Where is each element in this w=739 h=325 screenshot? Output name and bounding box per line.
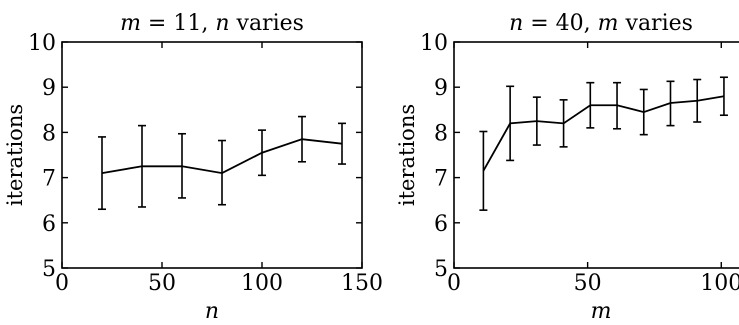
y-tick-label: 5 [434, 257, 448, 282]
chart-title-part: = 11, [141, 11, 215, 36]
chart-title-part: = 40, [523, 11, 597, 36]
y-tick-label: 8 [42, 121, 56, 146]
y-axis-label: iterations [395, 104, 419, 206]
series-line [101, 138, 343, 175]
y-tick-label: 9 [42, 76, 56, 101]
x-tick-label: 100 [700, 271, 739, 296]
chart-title-part: varies [230, 11, 304, 36]
x-axis-label: n [205, 299, 219, 324]
x-tick-label: 0 [55, 271, 69, 296]
x-tick-label: 150 [341, 271, 383, 296]
x-axis-label: m [591, 299, 612, 324]
y-axis-label: iterations [3, 104, 27, 206]
y-tick-label: 9 [434, 76, 448, 101]
x-tick-label: 100 [241, 271, 283, 296]
y-tick-label: 5 [42, 257, 56, 282]
chart-title-part: n [215, 11, 229, 36]
y-tick-label: 7 [42, 167, 56, 192]
x-tick-label: 50 [574, 271, 602, 296]
plot-frame [453, 41, 739, 269]
x-tick-label: 0 [447, 271, 461, 296]
y-tick-label: 8 [434, 121, 448, 146]
chart-title-part: varies [619, 11, 693, 36]
y-tick-label: 6 [42, 212, 56, 237]
chart-title-part: m [120, 11, 141, 36]
y-tick-label: 10 [28, 31, 56, 56]
plot-frame [61, 41, 363, 269]
y-tick-label: 10 [420, 31, 448, 56]
y-tick-label: 6 [434, 212, 448, 237]
chart-title: n = 40, m varies [509, 11, 693, 36]
chart-title-part: m [598, 11, 619, 36]
series-line [482, 95, 725, 172]
chart-title-part: n [509, 11, 523, 36]
chart-title: m = 11, n varies [120, 11, 304, 36]
x-tick-label: 50 [148, 271, 176, 296]
y-tick-label: 7 [434, 167, 448, 192]
